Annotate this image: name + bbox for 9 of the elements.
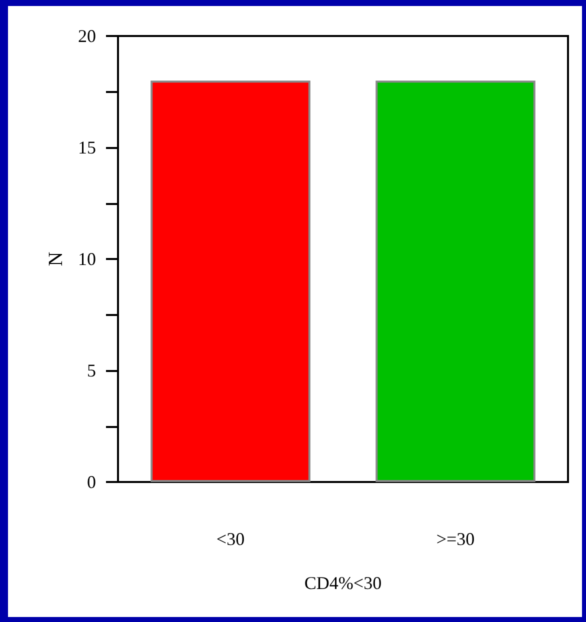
x-tick-label: <30: [216, 529, 245, 549]
x-axis-title: CD4%<30: [304, 573, 382, 593]
y-tick-label: 20: [78, 26, 96, 46]
y-tick-label: 15: [78, 138, 96, 158]
y-tick-label: 10: [78, 249, 96, 269]
y-tick-label: 5: [87, 360, 96, 380]
y-axis-title: N: [45, 252, 67, 266]
x-tick-label: >=30: [436, 529, 475, 549]
y-tick-label: 0: [87, 472, 96, 492]
